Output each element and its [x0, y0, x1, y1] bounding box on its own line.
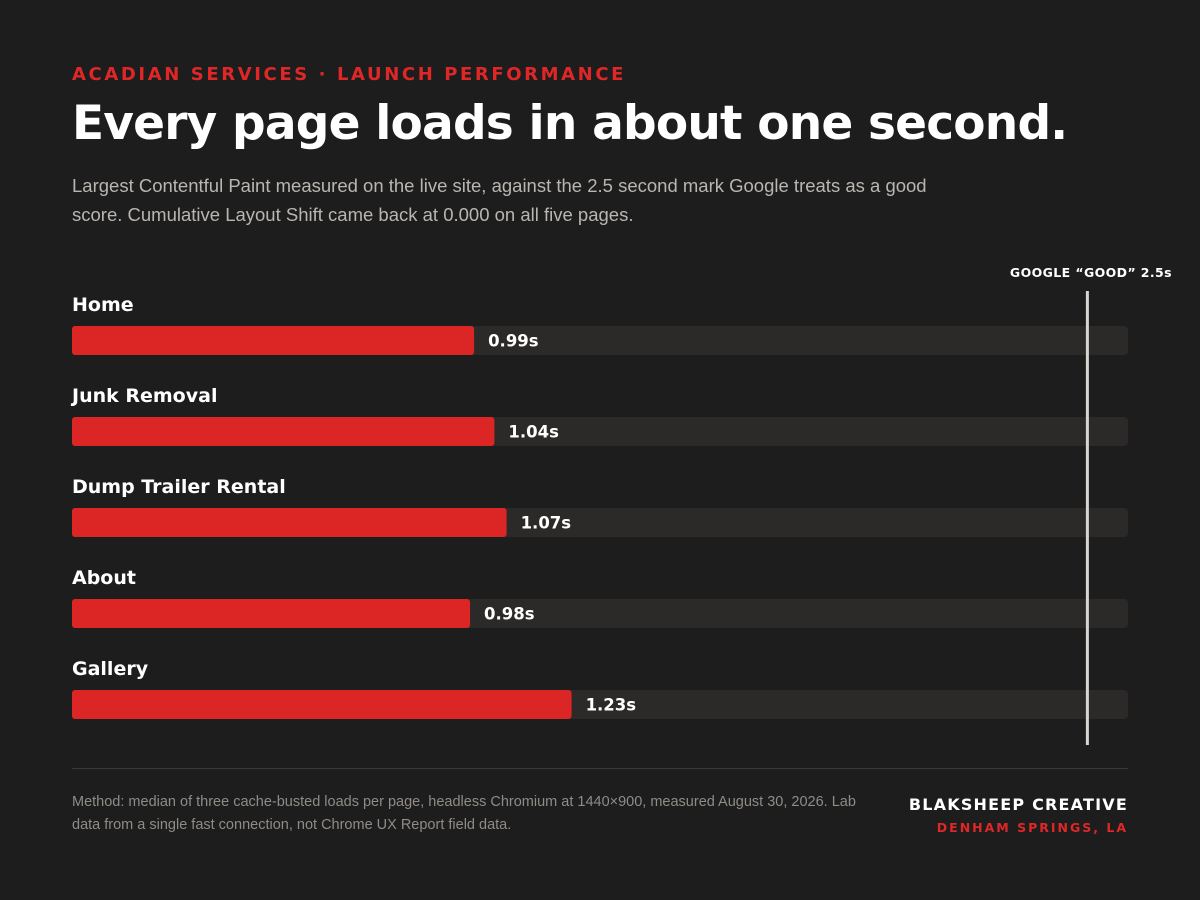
page-title: Every page loads in about one second.: [72, 96, 1068, 151]
bar: [72, 690, 572, 719]
bar: [72, 508, 507, 537]
value-label: 0.99s: [488, 332, 539, 351]
brand-name: BLAKSHEEP CREATIVE: [908, 795, 1128, 814]
chart-subtitle: Largest Contentful Paint measured on the…: [72, 175, 927, 225]
lcp-bar-chart: Home 0.99s Junk Removal 1.04s Dump Trailer R…: [70, 265, 1172, 745]
value-label: 0.98s: [484, 605, 535, 624]
value-label: 1.04s: [508, 423, 559, 442]
bar: [72, 417, 495, 446]
bar: [72, 326, 475, 355]
eyebrow-label: ACADIAN SERVICES · LAUNCH PERFORMANCE: [72, 64, 627, 85]
value-label: 1.23s: [586, 696, 637, 715]
category-label: About: [72, 567, 136, 589]
brand-location: DENHAM SPRINGS, LA: [936, 820, 1128, 835]
category-label: Gallery: [72, 658, 149, 680]
footer-divider: [72, 768, 1128, 769]
category-label: Dump Trailer Rental: [72, 476, 286, 498]
method-footnote: Method: median of three cache-busted loa…: [72, 794, 856, 833]
value-label: 1.07s: [521, 514, 572, 533]
category-label: Junk Removal: [70, 385, 217, 407]
category-label: Home: [72, 294, 134, 316]
bar: [72, 599, 471, 628]
reference-label: GOOGLE “GOOD” 2.5s: [1010, 265, 1172, 280]
